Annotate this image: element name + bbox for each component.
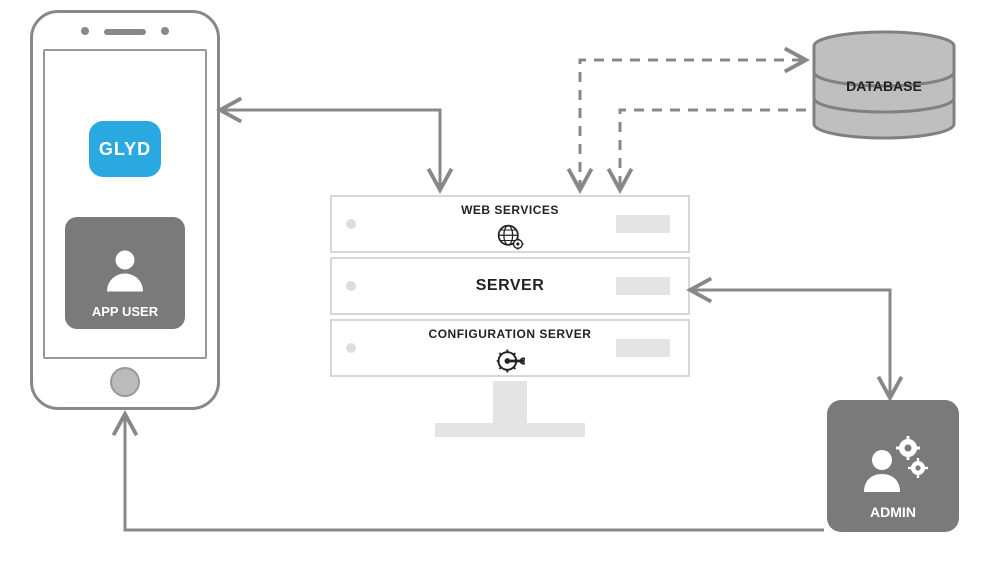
- admin-gears-user-icon: [858, 432, 928, 496]
- phone-home-button-icon: [110, 367, 140, 397]
- edge-server-web-to-database: [580, 60, 806, 190]
- database-label: DATABASE: [809, 78, 959, 94]
- server-row-mid: SERVER: [330, 257, 690, 315]
- server-led-icon: [346, 219, 356, 229]
- server-slot-icon: [616, 215, 670, 233]
- edge-server-mid-to-admin: [690, 290, 890, 398]
- phone-camera-icon: [161, 27, 169, 35]
- phone-speaker-icon: [104, 29, 146, 35]
- user-icon: [98, 242, 152, 296]
- wrench-gear-icon: [495, 347, 525, 375]
- phone-screen: GLYD APP USER: [43, 49, 207, 359]
- server-slot-icon: [616, 277, 670, 295]
- monitor-neck-icon: [493, 381, 527, 423]
- server-led-icon: [346, 343, 356, 353]
- app-user-label: APP USER: [92, 304, 158, 319]
- server-slot-icon: [616, 339, 670, 357]
- phone-sensor-icon: [81, 27, 89, 35]
- server-row-web: WEB SERVICES: [330, 195, 690, 253]
- server-stack: WEB SERVICES SERVER C: [330, 195, 690, 437]
- server-row-config: CONFIGURATION SERVER: [330, 319, 690, 377]
- admin-label: ADMIN: [870, 504, 916, 520]
- edge-phone-to-server-web: [220, 110, 440, 190]
- architecture-diagram: GLYD APP USER WEB SERVICES: [0, 0, 999, 586]
- edge-database-to-server-mid: [620, 110, 806, 190]
- glyd-app-badge: GLYD: [89, 121, 161, 177]
- admin-node: ADMIN: [827, 400, 959, 532]
- database-node: DATABASE: [809, 30, 959, 145]
- globe-gear-icon: [496, 223, 524, 251]
- monitor-base-icon: [435, 423, 585, 437]
- app-user-badge: APP USER: [65, 217, 185, 329]
- phone-device: GLYD APP USER: [30, 10, 220, 410]
